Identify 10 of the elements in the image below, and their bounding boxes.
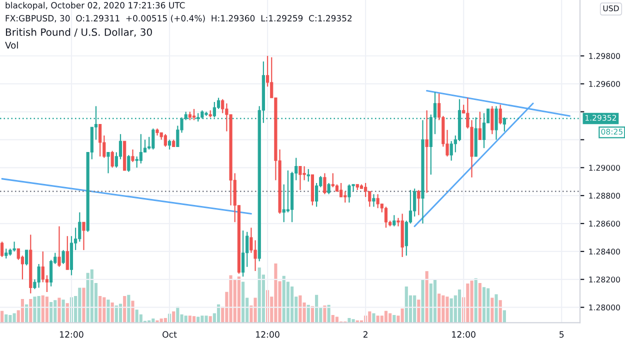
- x-tick-label: 5: [560, 331, 564, 338]
- text: British Pound / U.S. Dollar, 30: [6, 28, 152, 37]
- annotation: blackopal, October 02, 2020 17:21:36 UTC: [6, 2, 185, 10]
- x-tick-label: 12:00: [256, 331, 280, 338]
- x-tick-label: 12:00: [452, 331, 476, 338]
- x-tick-label: Oct: [162, 331, 177, 338]
- text: FX:GBPUSD, 30 O:1.29311 +0.00515 (+0.4%) H:1.29360 L:1.29259 C:1.29352: [6, 14, 352, 22]
- x-tick-label: 2: [363, 331, 368, 338]
- x-tick-label: 12:00: [60, 331, 84, 338]
- chart-title: Vol: [5, 42, 18, 49]
